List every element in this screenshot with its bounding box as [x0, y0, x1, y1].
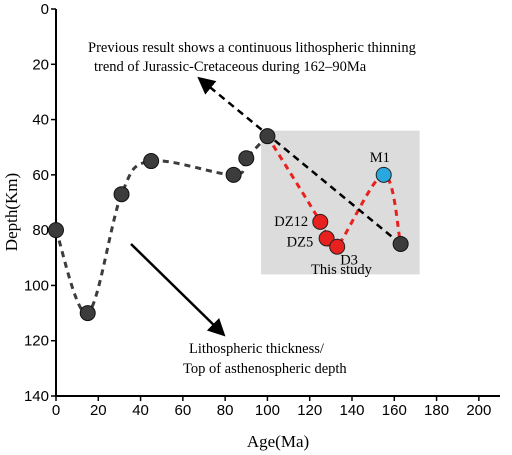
annotation-lithosphere-line1: Lithospheric thickness/	[189, 341, 325, 357]
y-tick-label-0: 0	[41, 1, 49, 18]
point-label-dz12: DZ12	[274, 214, 308, 230]
y-tick-label-1: 20	[32, 56, 49, 73]
y-tick-label-7: 140	[24, 388, 49, 405]
data-point-dark-3	[143, 153, 160, 170]
x-axis-title: Age(Ma)	[247, 432, 309, 451]
y-axis-title: Depth(Km)	[2, 173, 21, 251]
x-tick-label-9: 180	[424, 402, 449, 419]
data-point-d3	[329, 238, 346, 255]
x-tick-label-0: 0	[52, 402, 60, 419]
point-label-dz5: DZ5	[287, 234, 314, 250]
y-tick-label-5: 100	[24, 277, 49, 294]
trend-arrow	[197, 76, 402, 245]
annotation-previous-line2: trend of Jurassic-Cretaceous during 162–…	[94, 59, 367, 75]
y-tick-label-3: 60	[32, 167, 49, 184]
x-tick-label-7: 140	[339, 402, 364, 419]
data-point-dark-4	[225, 166, 242, 183]
point-label-d3: D3	[340, 253, 358, 269]
x-tick-label-1: 20	[90, 402, 107, 419]
annotation-this-study: This study	[311, 262, 373, 278]
x-tick-label-5: 100	[255, 402, 280, 419]
x-tick-label-6: 120	[297, 402, 322, 419]
series-line-dark	[54, 135, 269, 315]
data-point-dz12	[312, 213, 329, 230]
y-tick-label-4: 80	[32, 222, 49, 239]
lithosphere-arrow	[130, 243, 226, 337]
data-point-m1	[375, 166, 392, 183]
data-point-dark-5	[238, 150, 255, 167]
data-point-dark-0	[48, 222, 64, 239]
data-point-dark-1	[79, 305, 96, 322]
y-tick-label-2: 40	[32, 112, 49, 129]
x-tick-label-2: 40	[132, 402, 149, 419]
point-label-m1: M1	[370, 150, 390, 166]
x-tick-label-10: 200	[466, 402, 491, 419]
annotation-previous-line1: Previous result shows a continuous litho…	[88, 40, 416, 56]
annotation-lithosphere-line2: Top of asthenospheric depth	[183, 361, 347, 377]
y-tick-label-6: 120	[24, 333, 49, 350]
data-point-dz5	[318, 230, 335, 247]
x-tick-label-3: 60	[175, 402, 192, 419]
data-point-dark-7	[392, 235, 409, 252]
data-point-dark-2	[113, 186, 130, 203]
series-line-red	[266, 135, 403, 252]
x-tick-label-4: 80	[217, 402, 234, 419]
data-point-dark-6	[259, 128, 276, 145]
x-tick-label-8: 160	[382, 402, 407, 419]
